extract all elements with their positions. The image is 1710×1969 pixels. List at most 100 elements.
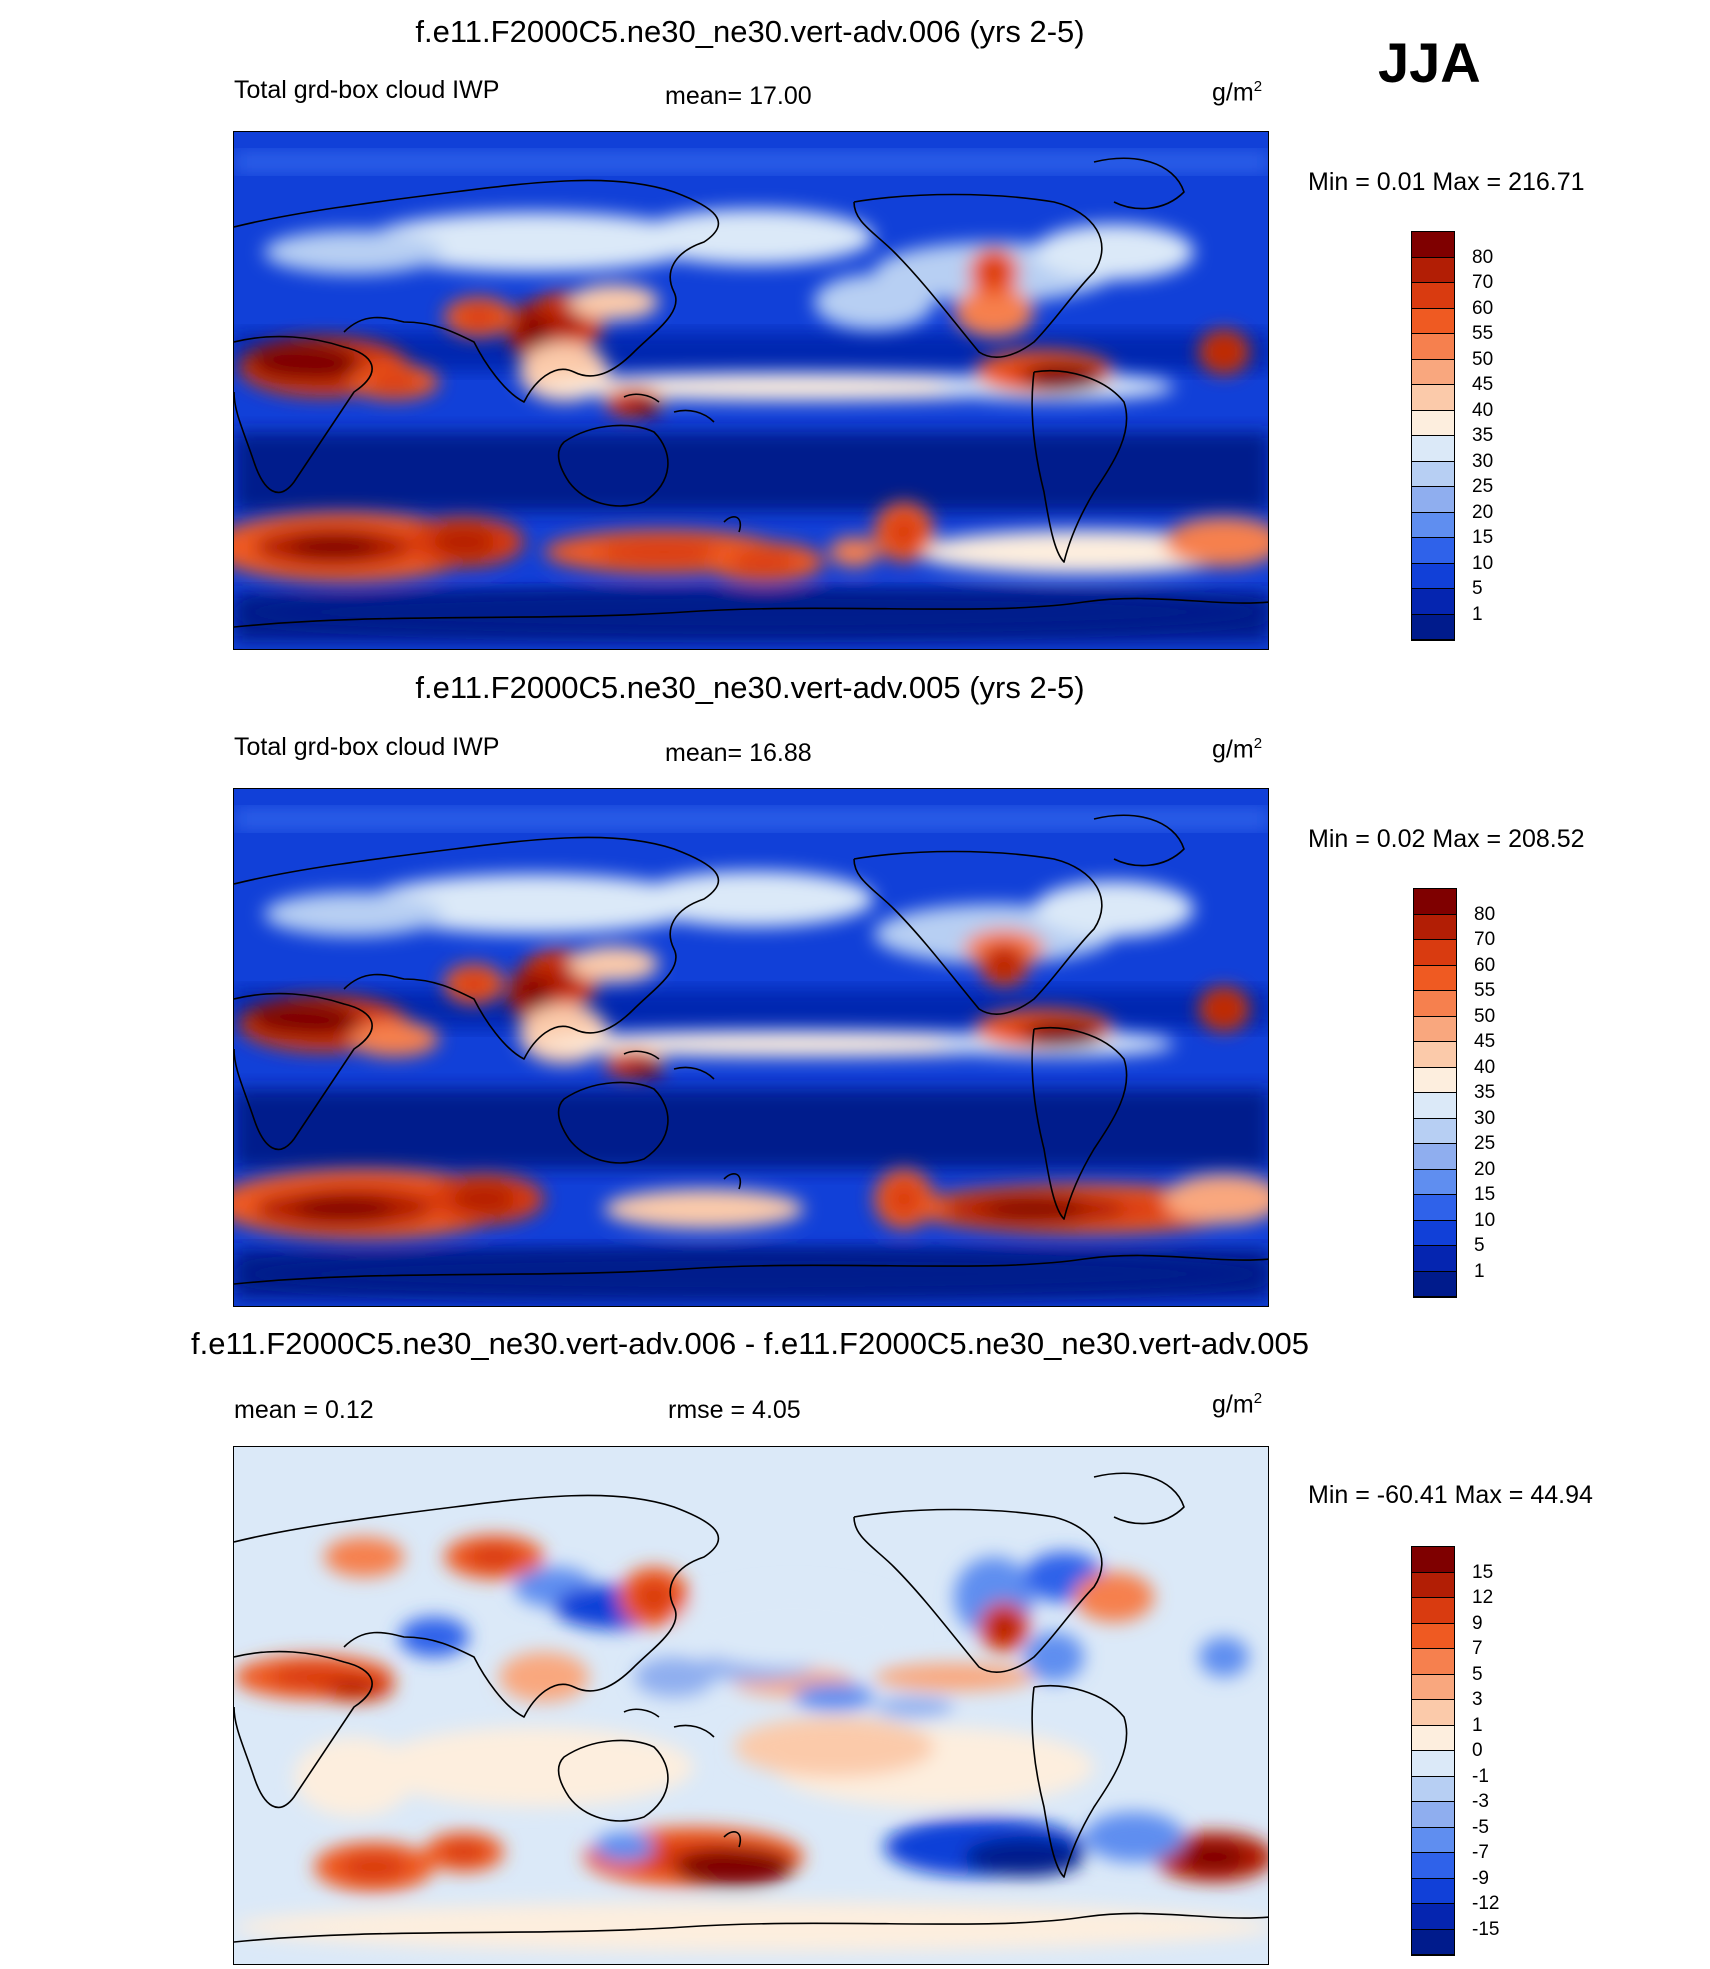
colorbar-label: 15 — [1472, 527, 1494, 548]
coastline — [1093, 157, 1185, 210]
field-blob — [1199, 1637, 1249, 1677]
colorbar-label: 50 — [1474, 1005, 1496, 1027]
panel-1-units: g/m2 — [1212, 78, 1263, 107]
coastline — [853, 850, 1103, 1015]
field-blob — [874, 1697, 954, 1717]
colorbar-box — [1412, 512, 1454, 538]
coastlines — [234, 1472, 1268, 1943]
field-blob — [1074, 1572, 1154, 1622]
colorbar-box — [1412, 461, 1454, 487]
colorbar-box — [1412, 589, 1454, 615]
field-band — [234, 1089, 1268, 1169]
panel-1-colorbar: 80 70 60 55 50 45 40 35 30 25 20 15 10 5 1 — [1411, 231, 1493, 641]
panel-3-units: g/m2 — [1212, 1390, 1263, 1419]
panel-1-map — [233, 131, 1269, 650]
map-canvas — [234, 132, 1268, 649]
panel-3-rmse: rmse = 4.05 — [668, 1396, 801, 1424]
field-blob — [829, 537, 879, 567]
field-blob — [984, 1199, 1084, 1219]
field-blob — [364, 874, 704, 934]
field-blob — [634, 1580, 674, 1614]
panel-2-mean: mean= 16.88 — [665, 739, 812, 767]
field-blob — [887, 515, 921, 549]
field-blob — [520, 315, 548, 349]
field-blob — [887, 1182, 921, 1216]
colorbar-label: 50 — [1472, 348, 1494, 370]
field-blob — [369, 372, 419, 392]
colorbar-label: 5 — [1474, 1235, 1485, 1256]
panel-2-minmax: Min = 0.02 Max = 208.52 — [1308, 825, 1585, 853]
colorbar-box — [1414, 1271, 1456, 1297]
field-blob — [874, 1663, 1034, 1691]
field-blob — [640, 402, 658, 412]
colorbar-box — [1412, 1904, 1454, 1930]
field-blob — [534, 1031, 1054, 1057]
field-blob — [451, 1185, 517, 1213]
field-blob — [1024, 1632, 1084, 1682]
field-blob — [569, 946, 659, 982]
field-blob — [1210, 996, 1238, 1022]
panel-2-title: f.e11.F2000C5.ne30_ne30.vert-adv.005 (yr… — [415, 670, 1085, 705]
coastline — [723, 1173, 742, 1190]
field-band — [234, 809, 1268, 829]
colorbar-box — [1414, 1016, 1456, 1042]
panel-1-title: f.e11.F2000C5.ne30_ne30.vert-adv.006 (yr… — [415, 14, 1085, 49]
field-blob — [1164, 1174, 1268, 1224]
coastline — [234, 335, 373, 494]
colorbar-label: -15 — [1472, 1918, 1500, 1940]
colorbar-box — [1414, 940, 1456, 966]
field-blob — [794, 1683, 874, 1711]
field-blob — [431, 528, 497, 556]
map-canvas — [234, 1447, 1268, 1964]
colorbar-label: 25 — [1474, 1133, 1496, 1154]
colorbar-label: 80 — [1472, 246, 1494, 268]
field-blob — [374, 1727, 694, 1807]
panel-3-mean: mean = 0.12 — [234, 1396, 374, 1424]
coastline — [853, 1508, 1103, 1673]
panel-2-left-label: Total grd-box cloud IWP — [234, 733, 500, 761]
map-canvas — [234, 789, 1268, 1306]
panel-2-map — [233, 788, 1269, 1307]
colorbar-label: 15 — [1472, 1561, 1494, 1583]
field-blob — [459, 306, 499, 328]
panel-3-minmax: Min = -60.41 Max = 44.94 — [1308, 1481, 1593, 1509]
field-blob — [674, 1587, 914, 1667]
colorbar-box — [1414, 1118, 1456, 1144]
colorbar-label: 40 — [1474, 1056, 1496, 1078]
colorbar-box — [1412, 1751, 1454, 1777]
colorbar-box — [1412, 1878, 1454, 1904]
field-blob — [534, 373, 1054, 401]
colorbar-label: 1 — [1472, 603, 1483, 625]
coastline — [234, 597, 1268, 628]
colorbar-box — [1412, 385, 1454, 411]
colorbar-box — [1414, 1093, 1456, 1119]
coastline — [557, 424, 669, 507]
coastline — [234, 179, 720, 403]
colorbar-label: 70 — [1474, 929, 1496, 950]
field-blob — [264, 892, 444, 936]
field-blob — [1034, 224, 1194, 280]
coastline — [234, 1494, 720, 1718]
coastlines — [234, 157, 1268, 628]
colorbar-label: 0 — [1472, 1740, 1483, 1761]
field-blob — [634, 209, 874, 265]
coastline — [723, 516, 742, 533]
panel-1-mean: mean= 17.00 — [665, 82, 812, 110]
colorbar-box — [1412, 1623, 1454, 1649]
field-blob — [814, 274, 934, 330]
colorbar-box — [1412, 410, 1454, 436]
coastline — [1031, 369, 1128, 563]
field-blob — [594, 1832, 654, 1862]
colorbar-label: 5 — [1472, 578, 1483, 599]
colorbar-box — [1412, 359, 1454, 385]
field-blob — [598, 539, 730, 565]
colorbar-box — [1412, 283, 1454, 309]
coastline — [723, 1831, 742, 1848]
field-blob — [442, 1841, 486, 1863]
field-blob — [290, 536, 378, 558]
panel-1-minmax: Min = 0.01 Max = 216.71 — [1308, 168, 1585, 196]
field-blob — [294, 1198, 394, 1220]
colorbar-box — [1414, 889, 1456, 915]
colorbar-box — [1414, 1067, 1456, 1093]
colorbar-label: 70 — [1472, 272, 1494, 293]
